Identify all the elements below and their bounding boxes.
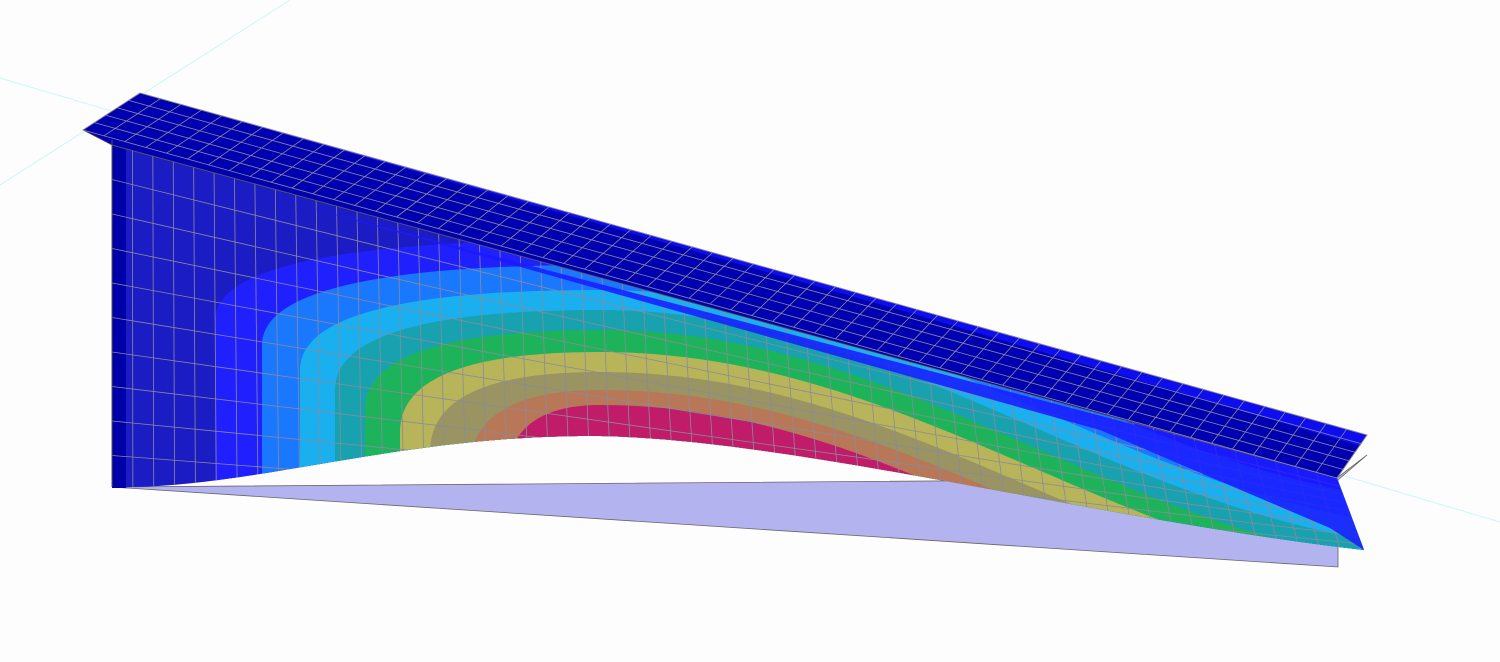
flange-mesh-line-u <box>354 166 407 206</box>
flange-mesh-line-u <box>1127 377 1163 421</box>
web-mesh-line-v <box>112 351 1354 528</box>
flange-mesh-line-u <box>1064 360 1102 403</box>
flange-mesh-line-u <box>772 280 816 322</box>
flange-mesh-line-u <box>1106 372 1143 415</box>
flange-mesh-line-u <box>626 240 672 282</box>
flange-mesh-line-v <box>139 92 1368 436</box>
flange-mesh-line-u <box>208 126 263 166</box>
flange-mesh-line-u <box>1336 434 1368 479</box>
flange-mesh-line-u <box>1169 389 1204 432</box>
flange-mesh-line-u <box>166 115 223 154</box>
flange-mesh-line-u <box>103 98 161 137</box>
web-mesh-line-v <box>112 213 1343 495</box>
flange-mesh-line-u <box>1044 354 1082 398</box>
flange-mesh-line-u <box>521 212 570 253</box>
flange-mesh-line-u <box>918 320 959 363</box>
flange-mesh-line-u <box>333 161 386 200</box>
flange-mesh-line-u <box>396 178 447 218</box>
flange-mesh-line-u <box>1190 394 1225 438</box>
flange-mesh-line-u <box>270 143 325 183</box>
flange-mesh-line-u <box>1211 400 1245 444</box>
flange-mesh-line-u <box>542 218 591 258</box>
flange-mesh-line-u <box>479 200 529 241</box>
flange-mesh-line-u <box>1232 406 1266 450</box>
flange-mesh-line-u <box>793 286 836 328</box>
flange-mesh-line-u <box>876 309 918 351</box>
flange-mesh-line-u <box>563 223 611 264</box>
flange-mesh-line-u <box>709 263 754 305</box>
flange-mesh-line-v <box>105 114 1350 462</box>
flange-mesh-line-u <box>291 149 345 189</box>
flange-mesh-line-u <box>500 206 550 247</box>
flange-mesh-line-u <box>814 292 857 334</box>
flange-mesh-line-u <box>1023 349 1061 392</box>
flange-mesh-line-u <box>249 138 304 177</box>
web-mesh-line-v <box>112 248 1346 503</box>
flange-mesh-line-u <box>647 246 693 287</box>
flange-mesh-line-u <box>1085 366 1122 409</box>
flange-mesh-line-u <box>375 172 427 212</box>
flange-mesh-line-u <box>605 235 652 276</box>
flange-mesh-line-u <box>960 332 1000 374</box>
flange-mesh-line-v <box>128 100 1362 444</box>
global-axis-y <box>0 0 291 186</box>
flange-mesh-line-u <box>835 297 877 340</box>
flange-mesh-line-u <box>145 109 202 148</box>
flange-mesh-line-u <box>187 121 243 160</box>
flange-mesh-line-u <box>1294 423 1327 467</box>
flange-mesh-line-u <box>1148 383 1184 427</box>
flange-mesh <box>82 92 1368 479</box>
flange-mesh-line-u <box>688 258 734 299</box>
flange-mesh-line-u <box>417 183 468 224</box>
flange-mesh-line-u <box>897 315 938 357</box>
web-mesh-line-v <box>112 317 1351 520</box>
flange-mesh-line-u <box>667 252 713 293</box>
flange-mesh-line-u <box>730 269 775 311</box>
flange-mesh-line-u <box>124 104 182 142</box>
flange-mesh-line-v <box>82 129 1338 479</box>
flange-mesh-line-u <box>584 229 632 270</box>
flange-mesh-line-u <box>1273 417 1306 461</box>
flange-mesh-line-u <box>939 326 979 369</box>
flange-mesh-line-u <box>312 155 366 195</box>
flange-mesh-line-u <box>1002 343 1041 386</box>
flange-mesh-line-u <box>438 189 488 229</box>
flange-mesh-line-u <box>856 303 897 345</box>
flange-mesh-line-v <box>117 107 1356 453</box>
web-mesh-line-v <box>112 282 1348 512</box>
flange-mesh-line-u <box>229 132 284 171</box>
flange-mesh-line-v <box>94 122 1344 470</box>
flange-mesh-line-u <box>1253 411 1286 456</box>
web-left-edge-band <box>112 140 126 488</box>
flange-mesh-line-u <box>458 195 509 235</box>
flange-mesh-line-u <box>751 275 795 316</box>
flange-mesh-line-u <box>82 92 141 131</box>
flange-mesh-line-u <box>981 337 1020 380</box>
flange-mesh-line-u <box>1315 429 1347 473</box>
